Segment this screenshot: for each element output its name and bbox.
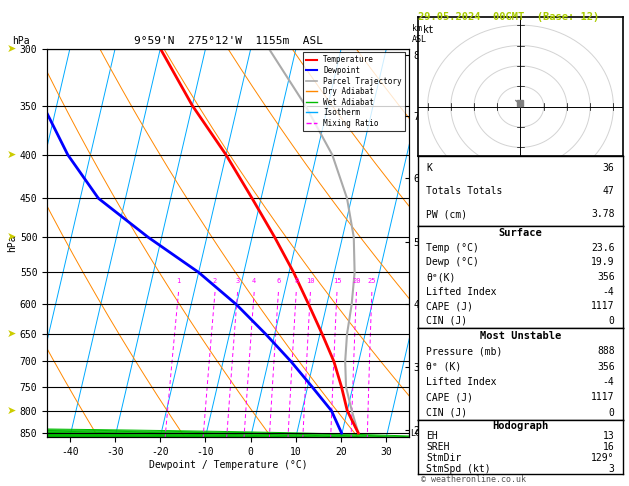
Text: 129°: 129° (591, 453, 615, 463)
Text: -4: -4 (603, 377, 615, 387)
Text: 0: 0 (609, 408, 615, 417)
Text: 47: 47 (603, 186, 615, 196)
Text: 29.05.2024  00GMT  (Base: 12): 29.05.2024 00GMT (Base: 12) (418, 12, 599, 22)
Text: 356: 356 (597, 362, 615, 371)
Y-axis label: Mixing Ratio (g/kg): Mixing Ratio (g/kg) (461, 195, 470, 291)
Text: LCL: LCL (410, 429, 425, 437)
Text: 15: 15 (333, 278, 341, 284)
Text: 8: 8 (294, 278, 298, 284)
Text: θᵉ (K): θᵉ (K) (426, 362, 462, 371)
Text: 23.6: 23.6 (591, 243, 615, 253)
Text: 3.78: 3.78 (591, 209, 615, 219)
Text: 356: 356 (597, 272, 615, 282)
Text: Lifted Index: Lifted Index (426, 287, 497, 296)
Text: 888: 888 (597, 346, 615, 356)
Text: 19.9: 19.9 (591, 258, 615, 267)
Text: Most Unstable: Most Unstable (480, 331, 561, 341)
Text: EH: EH (426, 432, 438, 441)
Text: CAPE (J): CAPE (J) (426, 392, 474, 402)
Text: ➤: ➤ (6, 232, 16, 242)
Text: hPa: hPa (13, 36, 30, 46)
Text: 0: 0 (609, 316, 615, 326)
Text: kt: kt (423, 25, 435, 35)
Text: 2: 2 (213, 278, 217, 284)
Text: Temp (°C): Temp (°C) (426, 243, 479, 253)
Text: 6: 6 (276, 278, 281, 284)
Title: 9°59'N  275°12'W  1155m  ASL: 9°59'N 275°12'W 1155m ASL (133, 36, 323, 47)
Text: CIN (J): CIN (J) (426, 408, 467, 417)
Text: 16: 16 (603, 442, 615, 452)
Text: K: K (426, 163, 432, 173)
Legend: Temperature, Dewpoint, Parcel Trajectory, Dry Adiabat, Wet Adiabat, Isotherm, Mi: Temperature, Dewpoint, Parcel Trajectory… (303, 52, 405, 131)
Text: Surface: Surface (499, 228, 542, 238)
Text: 13: 13 (603, 432, 615, 441)
Text: © weatheronline.co.uk: © weatheronline.co.uk (421, 474, 526, 484)
Text: Lifted Index: Lifted Index (426, 377, 497, 387)
Text: StmSpd (kt): StmSpd (kt) (426, 464, 491, 473)
Text: θᵉ(K): θᵉ(K) (426, 272, 456, 282)
Text: ➤: ➤ (6, 150, 16, 160)
Text: 3: 3 (609, 464, 615, 473)
Text: StmDir: StmDir (426, 453, 462, 463)
Text: Dewp (°C): Dewp (°C) (426, 258, 479, 267)
Text: -4: -4 (603, 287, 615, 296)
Text: 10: 10 (306, 278, 314, 284)
Text: ➤: ➤ (6, 329, 16, 339)
Text: 3: 3 (235, 278, 240, 284)
Text: SREH: SREH (426, 442, 450, 452)
Text: ➤: ➤ (6, 44, 16, 53)
Text: CAPE (J): CAPE (J) (426, 301, 474, 311)
X-axis label: Dewpoint / Temperature (°C): Dewpoint / Temperature (°C) (148, 460, 308, 470)
Text: Totals Totals: Totals Totals (426, 186, 503, 196)
Text: 36: 36 (603, 163, 615, 173)
Text: 1117: 1117 (591, 301, 615, 311)
Text: Pressure (mb): Pressure (mb) (426, 346, 503, 356)
Text: ➤: ➤ (6, 406, 16, 416)
Text: PW (cm): PW (cm) (426, 209, 467, 219)
Text: 20: 20 (352, 278, 360, 284)
Text: 1: 1 (176, 278, 181, 284)
Y-axis label: hPa: hPa (7, 234, 17, 252)
Text: Hodograph: Hodograph (493, 421, 548, 431)
Text: 25: 25 (367, 278, 376, 284)
Text: km
ASL: km ASL (412, 24, 427, 44)
Text: 4: 4 (252, 278, 256, 284)
Text: CIN (J): CIN (J) (426, 316, 467, 326)
Text: 1117: 1117 (591, 392, 615, 402)
